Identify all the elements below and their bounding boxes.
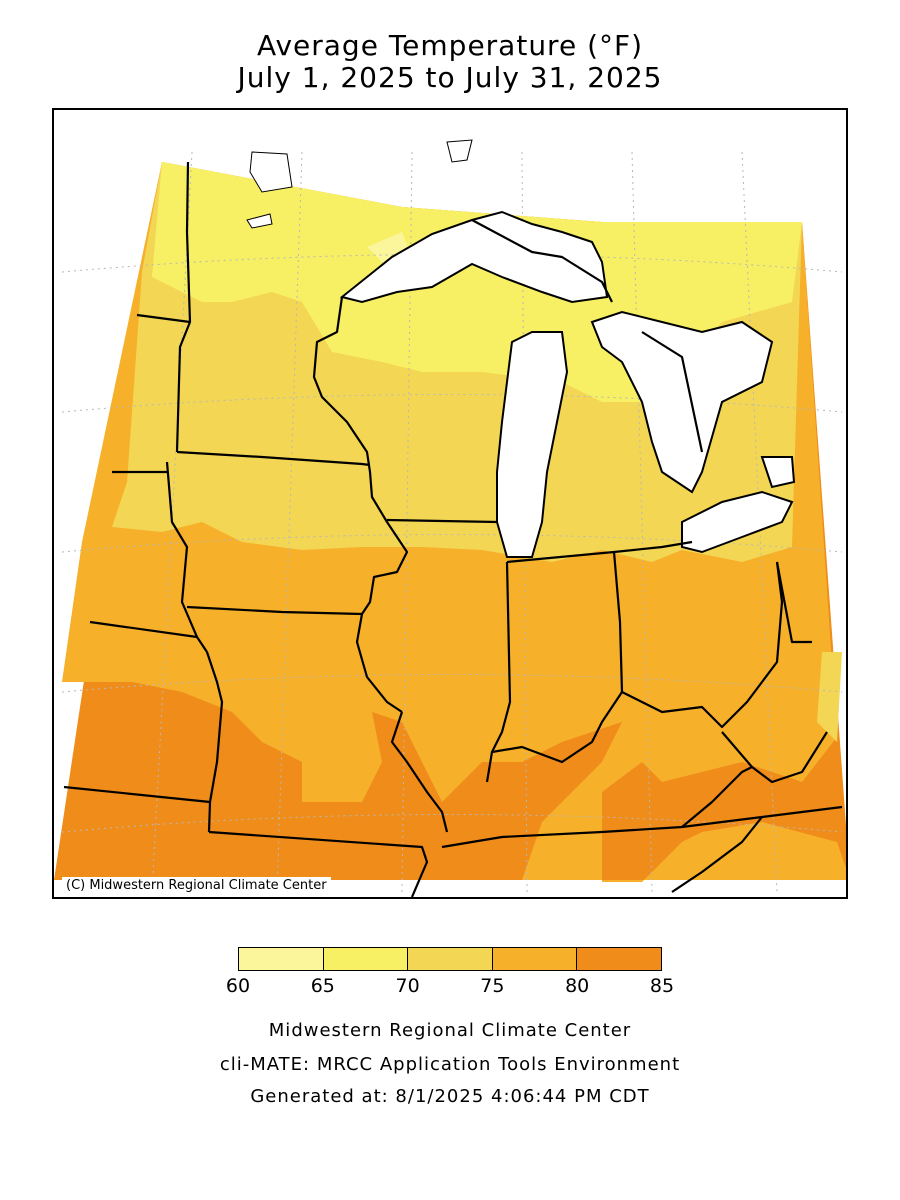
- footer-organization: Midwestern Regional Climate Center: [268, 1020, 632, 1041]
- legend-tick-65: 65: [310, 975, 335, 997]
- state-borders: [63, 161, 843, 897]
- zone-70-75-east: [817, 652, 842, 742]
- lake-michigan: [496, 331, 569, 558]
- legend-swatch-60-65: [239, 948, 324, 970]
- border-in-oh: [612, 551, 624, 693]
- border-ks-ok: [63, 785, 211, 804]
- legend-tick-60: 60: [225, 975, 251, 997]
- border-mn-ia: [176, 450, 371, 467]
- legend-swatch-80-85: [577, 948, 661, 970]
- legend-swatch-65-70: [323, 948, 409, 970]
- map-title: Average Temperature (°F): [256, 29, 644, 62]
- legend-swatch-75-80: [492, 948, 578, 970]
- legend-swatch-70-75: [408, 948, 493, 970]
- lake-superior: [339, 210, 609, 304]
- border-mo-ar: [208, 830, 429, 897]
- footer-generated-time: Generated at: 8/1/2025 4:06:44 PM CDT: [250, 1086, 650, 1107]
- border-ne-ks: [89, 620, 198, 639]
- border-il-in: [485, 561, 512, 783]
- lake-huron: [590, 310, 774, 494]
- lake-ontario: [760, 456, 796, 489]
- legend-tick-75: 75: [480, 975, 505, 997]
- legend-tick-70: 70: [395, 975, 420, 997]
- border-ky-va: [681, 766, 753, 828]
- border-mi-huron: [641, 331, 704, 453]
- border-mi-upper: [471, 219, 613, 303]
- border-il-south: [390, 711, 449, 833]
- border-mn-wi: [312, 296, 388, 523]
- island-red-lake: [246, 213, 273, 229]
- islands: [246, 139, 473, 229]
- lake-erie: [681, 490, 794, 554]
- island-lake-winnipeg-detail: [249, 151, 293, 193]
- map-copyright: (C) Midwestern Regional Climate Center: [62, 877, 331, 895]
- border-ia-mo: [186, 605, 363, 616]
- footer-tool-name: cli-MATE: MRCC Application Tools Environ…: [219, 1054, 681, 1075]
- color-legend: [238, 947, 662, 971]
- border-mo-west: [205, 651, 224, 833]
- map-canvas: [54, 139, 846, 897]
- temperature-map: (C) Midwestern Regional Climate Center: [52, 108, 848, 899]
- border-ia-il-river: [355, 521, 409, 713]
- island-royale: [446, 139, 473, 163]
- great-lakes: [339, 210, 796, 558]
- border-ia-west: [165, 461, 208, 653]
- border-nd-sd: [136, 313, 191, 324]
- border-wv-va: [721, 731, 828, 784]
- legend-tick-85: 85: [649, 975, 675, 997]
- border-in-mi: [506, 540, 693, 564]
- border-pa-oh: [775, 561, 812, 644]
- legend-tick-80: 80: [565, 975, 590, 997]
- border-tn-nc: [671, 816, 763, 893]
- border-in-ky-river: [491, 691, 623, 764]
- border-ky-tn: [441, 805, 843, 849]
- border-oh-ky-river: [621, 561, 784, 729]
- map-date-range: July 1, 2025 to July 31, 2025: [237, 61, 663, 94]
- border-wi-il: [386, 518, 498, 524]
